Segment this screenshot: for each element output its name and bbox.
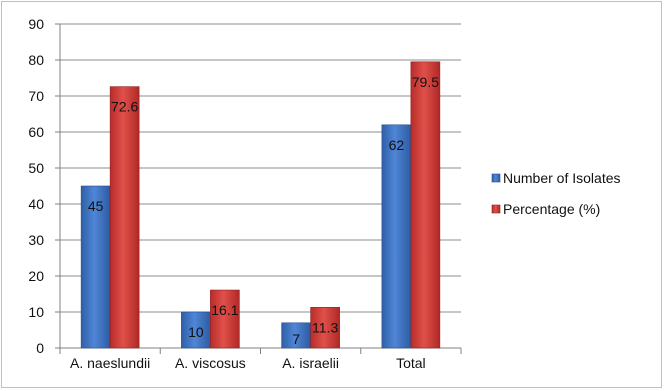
- y-tick-label: 20: [28, 268, 44, 284]
- bar-percentage: [410, 61, 441, 349]
- data-label: 10: [188, 324, 204, 340]
- legend-swatch: [491, 204, 501, 214]
- axes: 0 10 20 30 40 50 60 70 80 90 A. naeslundii A. visco…: [28, 16, 462, 371]
- bar-percentage: [109, 86, 140, 349]
- bar-isolates: [181, 311, 211, 349]
- x-tick-label: A. naeslundii: [70, 355, 150, 371]
- legend: Number of Isolates Percentage (%): [491, 170, 621, 217]
- y-tick-label: 40: [28, 196, 44, 212]
- y-tick-label: 50: [28, 160, 44, 176]
- y-tick-label: 30: [28, 232, 44, 248]
- bar-isolates: [80, 185, 111, 349]
- y-tick-label: 0: [36, 340, 44, 356]
- data-label: 62: [389, 137, 405, 153]
- data-label: 45: [88, 198, 104, 214]
- bar-percentage: [210, 289, 240, 349]
- y-tick-label: 10: [28, 304, 44, 320]
- bar-isolates: [381, 124, 412, 349]
- legend-label: Percentage (%): [503, 201, 600, 217]
- data-label: 72.6: [111, 99, 138, 115]
- y-tick-label: 70: [28, 88, 44, 104]
- x-tick-label: A. israelii: [282, 355, 339, 371]
- legend-label: Number of Isolates: [503, 170, 621, 186]
- data-label: 16.1: [211, 302, 238, 318]
- data-label: 79.5: [412, 74, 439, 90]
- y-tick-label: 90: [28, 16, 44, 32]
- bars: [80, 61, 441, 349]
- data-label: 7: [292, 331, 300, 347]
- legend-swatch: [491, 173, 501, 183]
- bar-isolates: [281, 322, 311, 349]
- data-labels: 45 72.6 10 16.1 7 11.3 62 79.5: [88, 74, 439, 347]
- x-tick-label: Total: [396, 355, 426, 371]
- data-label: 11.3: [312, 319, 338, 335]
- y-tick-label: 80: [28, 52, 44, 68]
- y-tick-label: 60: [28, 124, 44, 140]
- x-tick-label: A. viscosus: [175, 355, 246, 371]
- bar-percentage: [310, 307, 340, 349]
